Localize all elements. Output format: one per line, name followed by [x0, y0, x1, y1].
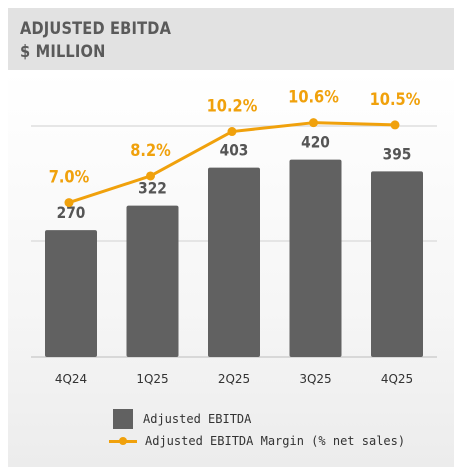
x-tick-label-4Q24: 4Q24 [55, 372, 87, 386]
bar-value-label-3Q25: 420 [301, 133, 330, 152]
bar-1Q25 [126, 205, 179, 357]
bar-value-label-1Q25: 322 [138, 179, 167, 198]
bar-3Q25 [289, 159, 342, 357]
margin-point-4Q24 [64, 198, 74, 208]
margin-label-4Q25: 10.5% [370, 89, 421, 109]
margin-label-2Q25: 10.2% [207, 95, 258, 115]
chart-subtitle: $ MILLION [20, 42, 106, 62]
margin-label-1Q25: 8.2% [130, 140, 171, 160]
legend-bar-swatch-icon [113, 409, 133, 429]
title-band [8, 8, 454, 70]
chart-title: ADJUSTED EBITDA [20, 19, 172, 39]
x-tick-label-4Q25: 4Q25 [381, 372, 413, 386]
bar-4Q24 [45, 230, 97, 357]
x-tick-label-2Q25: 2Q25 [218, 372, 250, 386]
margin-label-4Q24: 7.0% [49, 167, 90, 187]
margin-label-3Q25: 10.6% [288, 87, 339, 107]
legend-label-line: Adjusted EBITDA Margin (% net sales) [145, 434, 406, 448]
bar-value-label-4Q24: 270 [57, 203, 86, 222]
bar-2Q25 [208, 167, 260, 357]
legend-item-line: Adjusted EBITDA Margin (% net sales) [109, 434, 405, 448]
legend-line-swatch-icon [109, 435, 137, 447]
legend-label-bar: Adjusted EBITDA [143, 412, 252, 426]
margin-point-2Q25 [227, 127, 237, 137]
x-tick-label-1Q25: 1Q25 [136, 372, 168, 386]
bar-value-label-4Q25: 395 [383, 144, 412, 163]
bar-value-label-2Q25: 403 [220, 141, 249, 160]
x-tick-label-3Q25: 3Q25 [299, 372, 331, 386]
bar-4Q25 [371, 171, 423, 357]
legend-item-bar: Adjusted EBITDA [113, 409, 251, 429]
margin-point-1Q25 [146, 171, 155, 181]
margin-point-3Q25 [309, 118, 318, 128]
margin-point-4Q25 [390, 120, 400, 130]
